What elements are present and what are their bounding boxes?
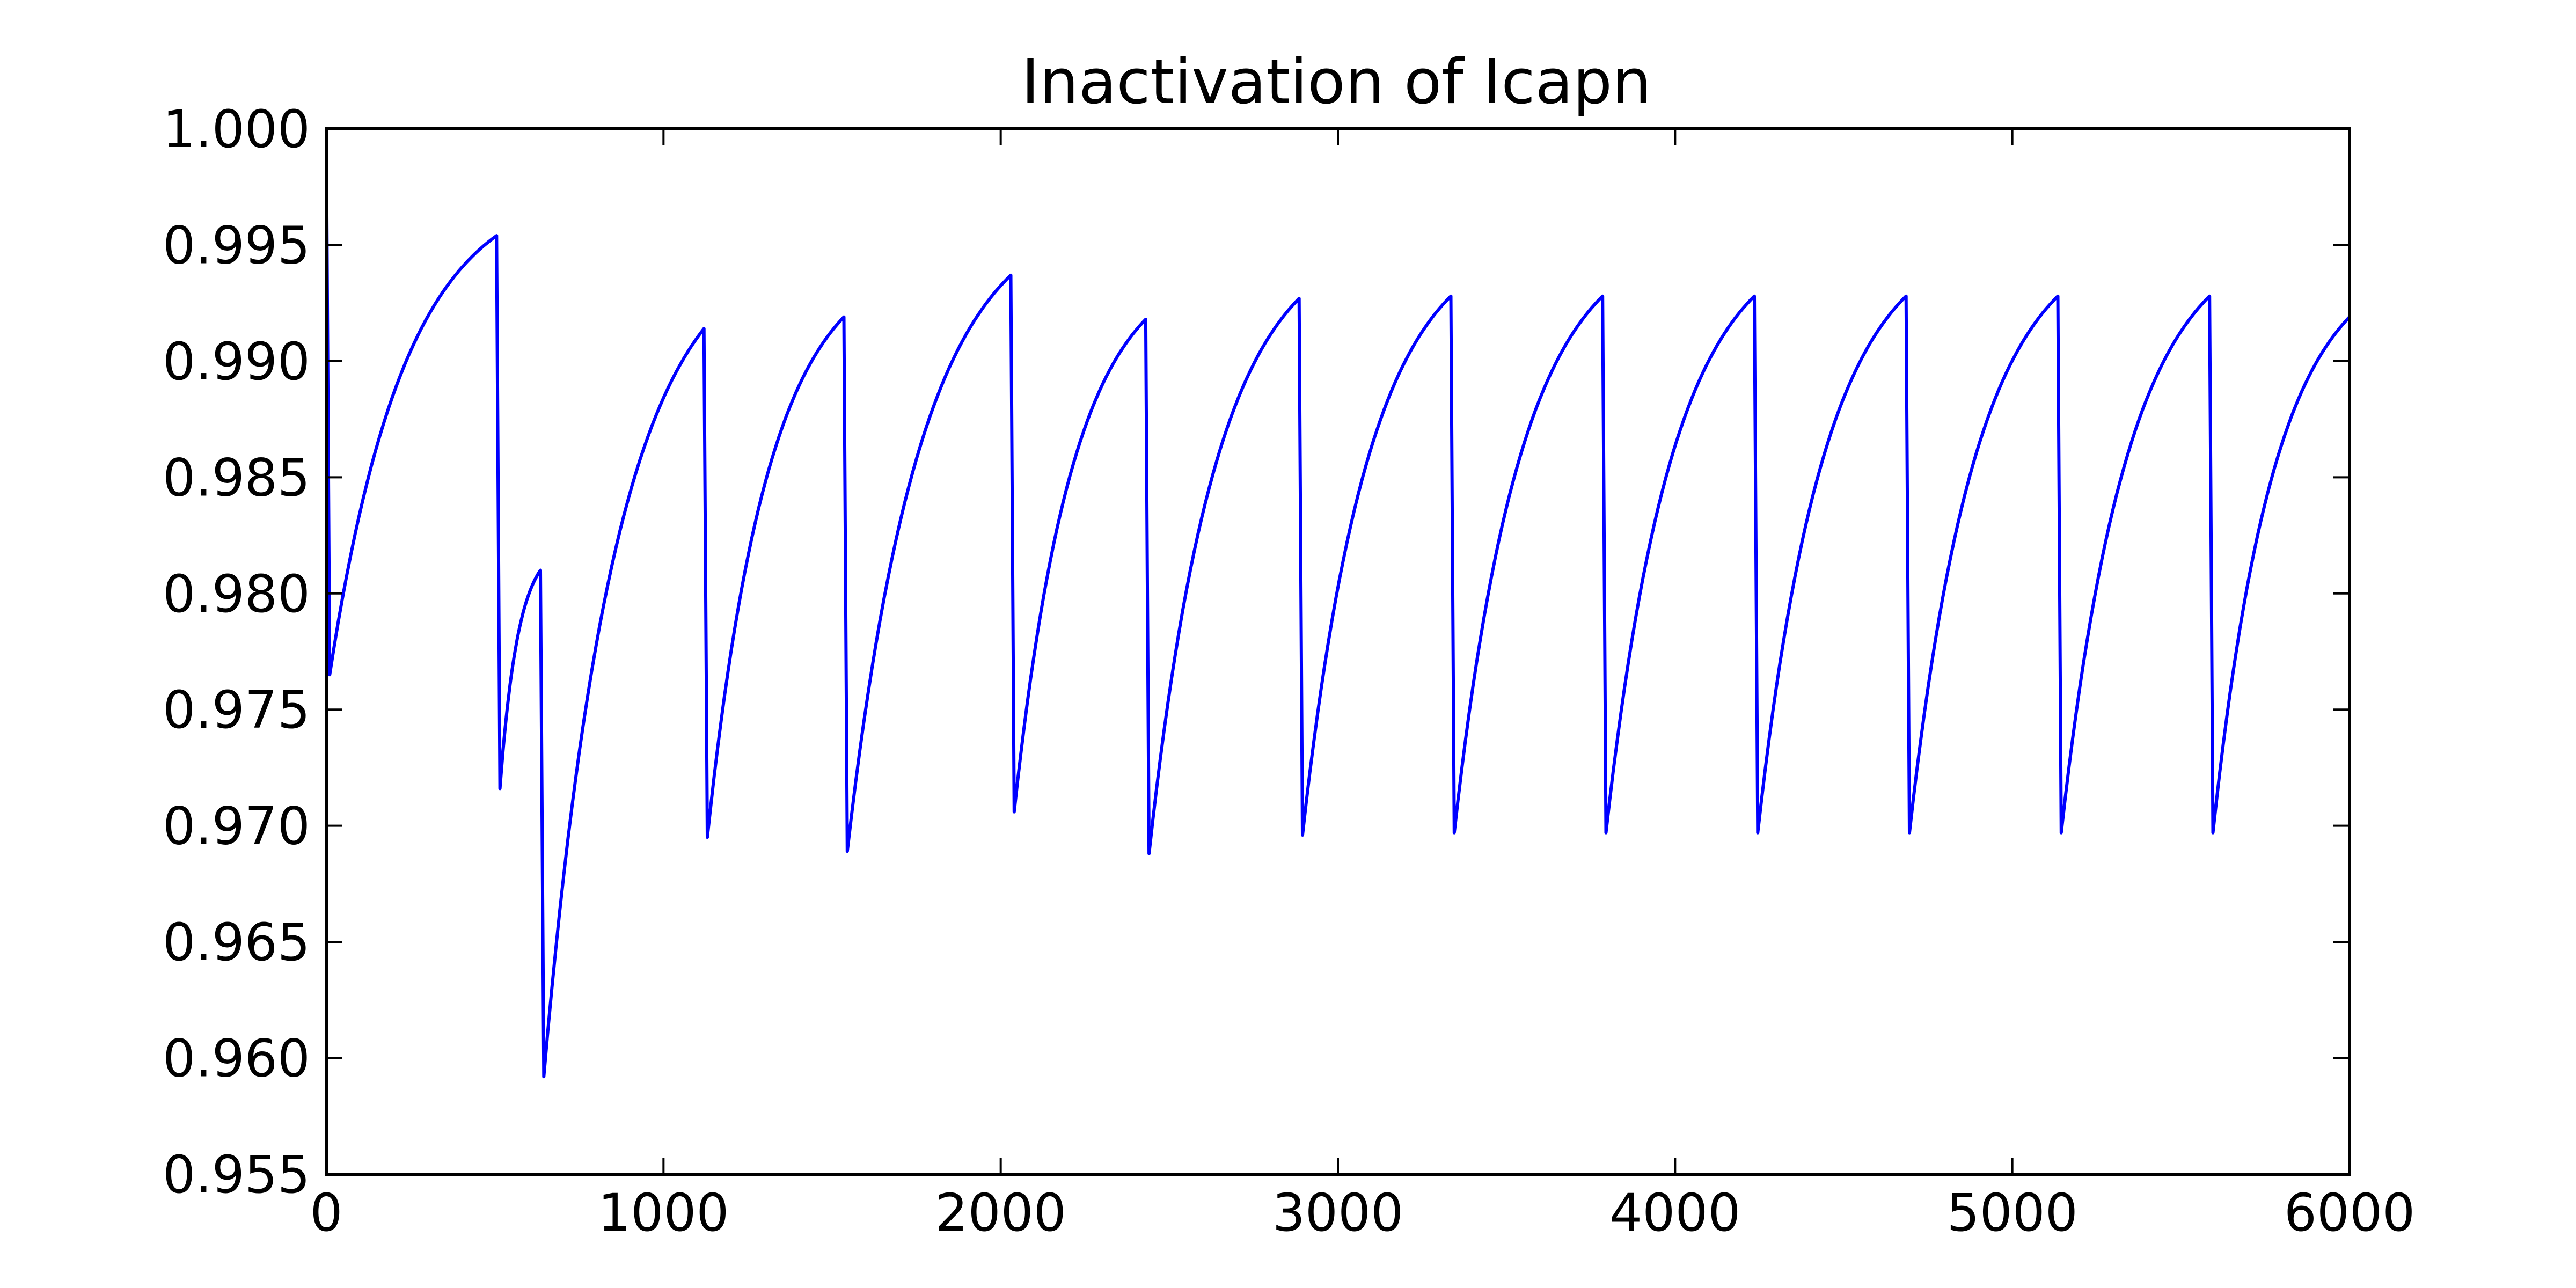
x-tick-label: 3000 bbox=[1272, 1183, 1403, 1243]
x-tick-label: 2000 bbox=[935, 1183, 1066, 1243]
x-tick-label: 5000 bbox=[1947, 1183, 2078, 1243]
y-tick-label: 0.995 bbox=[163, 215, 310, 275]
y-tick-label: 1.000 bbox=[163, 99, 310, 159]
y-tick-label: 0.980 bbox=[163, 564, 310, 624]
tick-labels: 0 1000 2000 3000 4000 5000 6000 0.955 0.960 0.965… bbox=[163, 99, 2415, 1243]
y-tick-label: 0.955 bbox=[163, 1145, 310, 1205]
axes-frame bbox=[325, 127, 2351, 1176]
plot-area bbox=[325, 128, 2351, 1079]
y-tick-label: 0.965 bbox=[163, 912, 310, 972]
y-tick-label: 0.985 bbox=[163, 448, 310, 508]
y-tick-label: 0.990 bbox=[163, 332, 310, 392]
x-tick-label: 4000 bbox=[1609, 1183, 1740, 1243]
x-tick-label: 0 bbox=[310, 1183, 342, 1243]
y-tick-label: 0.960 bbox=[163, 1029, 310, 1089]
y-tick-label: 0.975 bbox=[163, 680, 310, 740]
x-tick-label: 6000 bbox=[2284, 1183, 2415, 1243]
x-tick-label: 1000 bbox=[598, 1183, 729, 1243]
y-tick-label: 0.970 bbox=[163, 796, 310, 857]
series-line-0 bbox=[325, 128, 2351, 1079]
chart-title: Inactivation of Icapn bbox=[1021, 46, 1651, 118]
